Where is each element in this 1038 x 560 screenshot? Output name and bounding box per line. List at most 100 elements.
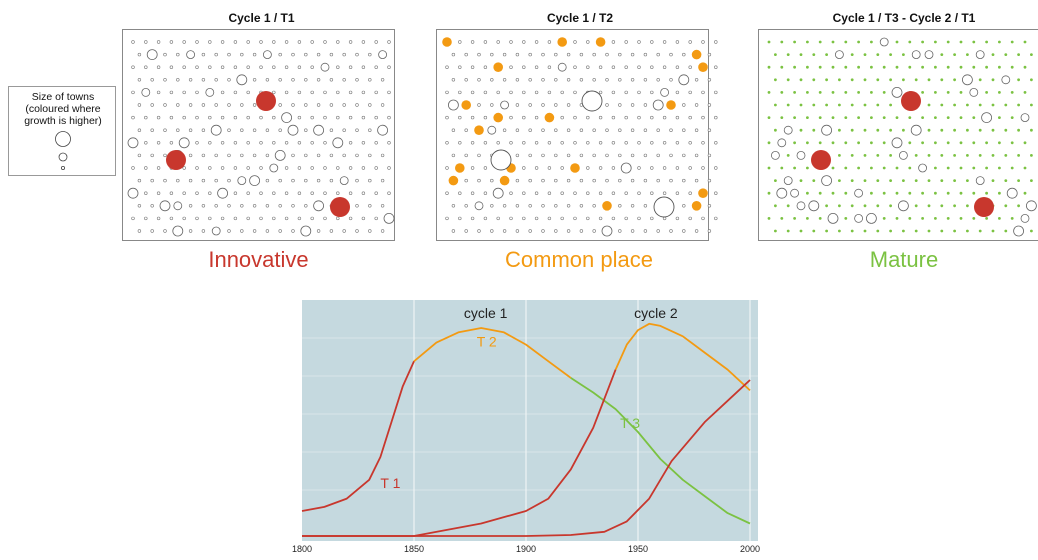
town-small bbox=[630, 78, 635, 82]
town-small bbox=[297, 115, 302, 120]
town-small bbox=[573, 191, 577, 195]
town-small bbox=[470, 65, 475, 69]
town-small bbox=[598, 166, 603, 170]
town-small-growing bbox=[927, 128, 931, 132]
town-small-growing bbox=[902, 229, 905, 233]
town-small bbox=[368, 103, 372, 107]
town-small-growing bbox=[799, 229, 803, 233]
town-small bbox=[458, 141, 462, 145]
town-small bbox=[387, 166, 391, 170]
town-growing bbox=[493, 112, 503, 123]
town-small bbox=[528, 204, 532, 208]
town-small bbox=[592, 78, 596, 82]
town-small bbox=[278, 229, 282, 233]
town-small bbox=[560, 115, 564, 120]
town-medium bbox=[237, 176, 247, 186]
town-small bbox=[445, 65, 449, 69]
town-small-growing bbox=[985, 40, 988, 44]
town-small bbox=[515, 52, 520, 57]
town-small-growing bbox=[793, 91, 796, 94]
town-small bbox=[342, 52, 346, 57]
town-small bbox=[361, 216, 366, 221]
town-small-growing bbox=[1004, 154, 1008, 157]
town-small-growing bbox=[850, 103, 854, 107]
town-small-growing bbox=[991, 154, 995, 157]
town-small bbox=[637, 216, 641, 221]
town-small bbox=[291, 178, 295, 183]
town-small bbox=[137, 78, 142, 82]
town-small bbox=[361, 166, 366, 170]
town-small bbox=[272, 191, 276, 195]
town-small-growing bbox=[889, 103, 892, 107]
town-small bbox=[541, 52, 545, 57]
town-small bbox=[694, 178, 699, 183]
town-medium bbox=[287, 124, 299, 136]
town-small-growing bbox=[895, 166, 899, 170]
town-small bbox=[380, 78, 385, 82]
town-small bbox=[470, 141, 475, 145]
town-small bbox=[637, 90, 641, 95]
town-small-growing bbox=[882, 191, 886, 195]
town-small-growing bbox=[876, 204, 880, 208]
town-medium bbox=[776, 187, 788, 199]
town-medium bbox=[879, 37, 889, 47]
town-small bbox=[509, 115, 513, 120]
town-medium bbox=[300, 225, 312, 237]
town-small bbox=[643, 153, 648, 158]
town-small bbox=[534, 90, 539, 95]
town-small bbox=[694, 78, 699, 82]
town-small-growing bbox=[953, 53, 956, 56]
town-small bbox=[662, 141, 667, 145]
town-small bbox=[560, 191, 564, 195]
town-small bbox=[662, 191, 667, 195]
town-medium bbox=[821, 175, 832, 187]
town-medium bbox=[320, 62, 330, 72]
town-small bbox=[233, 65, 238, 69]
town-small bbox=[220, 216, 225, 221]
town-small-growing bbox=[850, 128, 854, 132]
town-small bbox=[566, 153, 571, 158]
town-small bbox=[522, 166, 526, 170]
town-small bbox=[656, 128, 660, 132]
town-small-growing bbox=[850, 229, 854, 233]
town-small-growing bbox=[850, 154, 854, 157]
town-small bbox=[688, 141, 692, 145]
town-small-growing bbox=[780, 40, 784, 44]
town-small-growing bbox=[838, 78, 841, 82]
town-small bbox=[502, 128, 507, 132]
town-small-growing bbox=[991, 229, 995, 233]
town-small-growing bbox=[876, 154, 880, 157]
town-small-growing bbox=[1010, 40, 1014, 44]
town-small bbox=[669, 128, 673, 132]
town-small bbox=[336, 216, 340, 221]
town-small bbox=[445, 216, 449, 221]
chart-x-tick-label: 1900 bbox=[516, 544, 536, 554]
town-small bbox=[464, 229, 468, 233]
town-medium bbox=[620, 162, 632, 174]
town-small bbox=[515, 128, 520, 132]
town-small bbox=[547, 65, 552, 69]
town-small-growing bbox=[1010, 65, 1014, 69]
town-medium bbox=[172, 225, 184, 237]
town-small-growing bbox=[844, 141, 848, 145]
town-small-growing bbox=[934, 217, 937, 220]
town-small bbox=[246, 115, 250, 120]
town-small bbox=[227, 204, 231, 208]
town-small-growing bbox=[786, 204, 790, 208]
town-medium bbox=[969, 88, 979, 97]
town-small bbox=[265, 204, 270, 208]
town-small bbox=[445, 141, 449, 145]
town-small bbox=[618, 153, 622, 158]
town-small bbox=[131, 216, 135, 221]
panel-title-common: Cycle 1 / T2 bbox=[546, 11, 614, 25]
town-small-growing bbox=[812, 229, 816, 233]
town-small bbox=[637, 115, 641, 120]
town-small-growing bbox=[831, 91, 835, 94]
town-small-growing bbox=[876, 179, 880, 183]
town-small-growing bbox=[767, 141, 771, 145]
town-medium bbox=[274, 150, 286, 161]
town-small-growing bbox=[831, 116, 835, 119]
town-small-growing bbox=[767, 91, 771, 94]
town-small bbox=[592, 229, 596, 233]
legend-circles bbox=[55, 131, 71, 171]
